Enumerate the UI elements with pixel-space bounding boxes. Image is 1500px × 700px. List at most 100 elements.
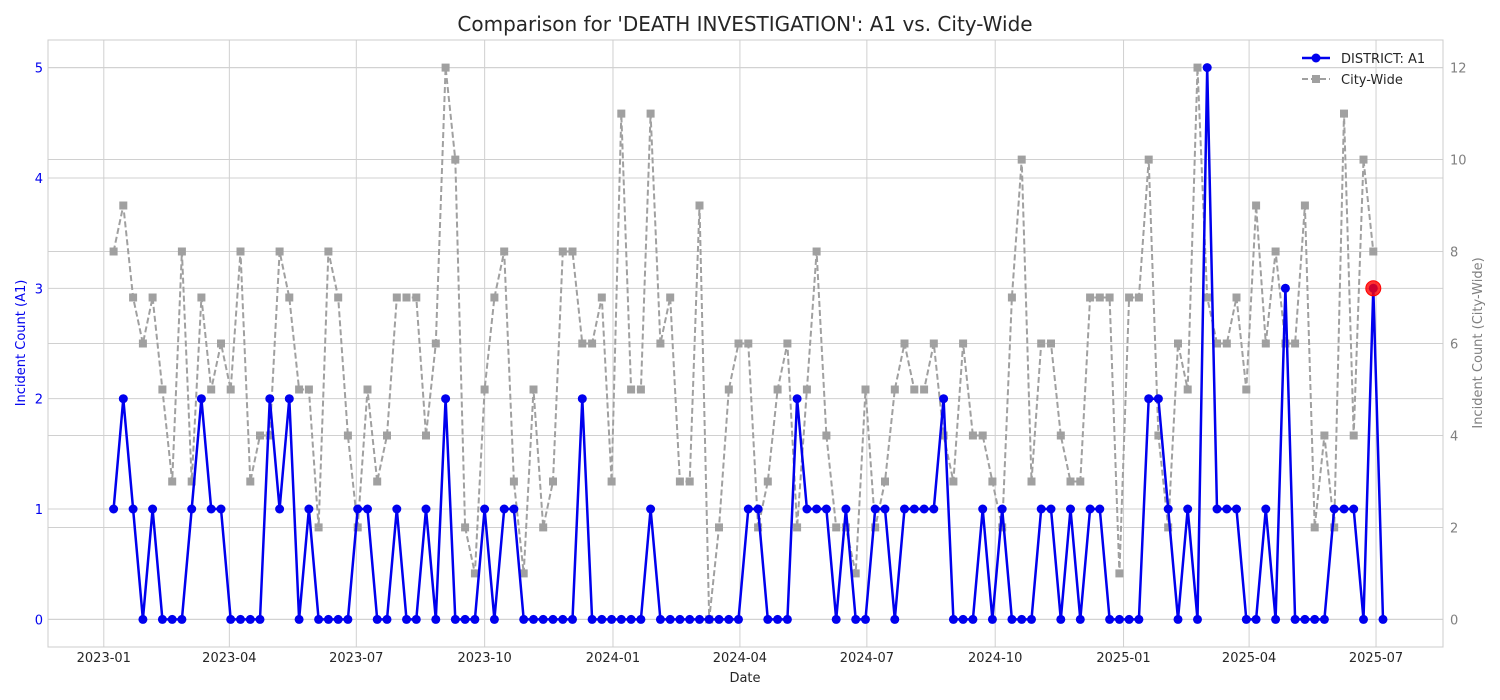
city-wide-point	[217, 339, 225, 348]
right-y-tick-label: 4	[1450, 429, 1458, 444]
x-tick-label: 2025-07	[1349, 651, 1403, 666]
city-wide-point	[1095, 293, 1104, 302]
city-wide-point	[802, 385, 811, 394]
district-point	[734, 614, 743, 624]
district-series	[109, 63, 1388, 624]
city-wide-point	[402, 293, 411, 302]
city-wide-point	[1183, 385, 1192, 394]
district-point	[568, 614, 577, 624]
city-wide-point	[812, 247, 821, 256]
district-point	[753, 504, 763, 514]
city-wide-point	[1340, 109, 1348, 118]
district-point	[812, 504, 822, 514]
district-point	[1202, 63, 1212, 73]
city-wide-point	[207, 385, 216, 394]
city-wide-point	[1203, 293, 1212, 302]
city-wide-point	[832, 523, 841, 532]
city-wide-point	[1047, 339, 1055, 348]
city-wide-point	[373, 477, 382, 486]
city-wide-point	[480, 385, 489, 394]
district-point	[626, 614, 636, 624]
city-wide-point	[1330, 523, 1339, 532]
city-wide-point	[822, 431, 831, 440]
city-wide-point	[568, 247, 577, 256]
district-point	[1319, 614, 1329, 624]
district-point	[216, 504, 226, 514]
city-wide-point	[1164, 523, 1173, 532]
district-point	[363, 504, 372, 514]
district-point	[177, 614, 187, 624]
city-wide-point	[392, 293, 401, 302]
district-point	[314, 614, 324, 624]
city-wide-point	[1056, 431, 1065, 440]
left-y-tick-label: 4	[35, 172, 43, 187]
district-point	[782, 614, 792, 624]
city-wide-point	[490, 293, 499, 302]
city-wide-point	[168, 477, 177, 486]
district-point	[1193, 614, 1202, 624]
x-tick-label: 2023-10	[457, 651, 511, 666]
city-wide-point	[675, 477, 684, 486]
district-point	[870, 504, 880, 514]
district-point	[304, 504, 314, 514]
city-wide-point	[1144, 155, 1153, 164]
city-wide-point	[783, 339, 792, 348]
x-tick-label: 2023-01	[77, 651, 131, 666]
district-point	[226, 614, 236, 624]
district-point	[577, 394, 587, 404]
district-point	[382, 614, 392, 624]
district-point	[1300, 614, 1310, 624]
city-wide-point	[1027, 477, 1036, 486]
district-point	[695, 614, 704, 624]
city-wide-point	[959, 339, 968, 348]
district-point	[1261, 504, 1271, 514]
city-wide-point	[939, 431, 948, 440]
left-y-tick-label: 3	[35, 282, 43, 297]
city-wide-point	[1252, 201, 1261, 210]
district-point	[538, 614, 548, 624]
district-point	[987, 614, 997, 624]
district-point	[714, 614, 724, 624]
right-y-tick-label: 12	[1450, 62, 1467, 77]
city-wide-point	[1193, 63, 1202, 72]
district-point	[1359, 614, 1368, 624]
district-point	[109, 504, 119, 514]
district-point	[821, 504, 831, 514]
city-wide-point	[627, 385, 636, 394]
district-point	[968, 614, 978, 624]
city-wide-point	[1086, 293, 1095, 302]
city-wide-point	[1066, 477, 1075, 486]
city-wide-point	[949, 477, 958, 486]
district-point	[909, 504, 919, 514]
x-tick-label: 2023-07	[329, 651, 383, 666]
district-point	[206, 504, 216, 514]
x-tick-label: 2025-04	[1222, 651, 1276, 666]
city-wide-point	[1174, 339, 1182, 348]
district-point	[997, 504, 1007, 514]
city-wide-point	[138, 339, 147, 348]
city-wide-point	[646, 109, 655, 118]
legend-label-city: City-Wide	[1341, 73, 1403, 88]
district-point	[900, 504, 909, 514]
city-wide-point	[773, 385, 782, 394]
district-point	[1163, 504, 1173, 514]
district-point	[509, 504, 519, 514]
district-point	[831, 614, 841, 624]
city-wide-point	[500, 247, 509, 256]
right-y-axis-label: Incident Count (City-Wide)	[1471, 257, 1486, 428]
district-point	[1144, 394, 1154, 404]
district-point	[1290, 614, 1300, 624]
city-wide-point	[422, 431, 430, 440]
city-wide-point	[187, 477, 196, 486]
district-point	[1085, 504, 1095, 514]
district-point	[196, 394, 206, 404]
district-point	[1310, 614, 1320, 624]
district-point	[353, 504, 363, 514]
city-wide-point	[841, 523, 850, 532]
district-point	[1095, 504, 1105, 514]
city-wide-point	[363, 385, 372, 394]
district-point	[1046, 504, 1056, 514]
district-point	[1105, 614, 1115, 624]
